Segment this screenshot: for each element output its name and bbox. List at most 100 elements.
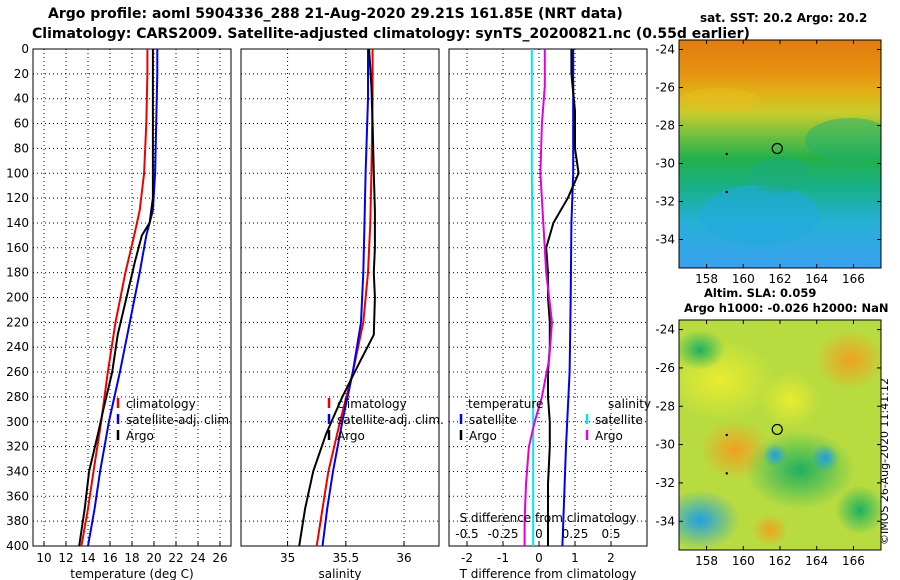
sla-map-xtick-label: 162	[769, 554, 792, 568]
sla-map-ytick-label: -24	[655, 323, 675, 337]
difference-xtick-label: 1	[571, 551, 579, 565]
depth-tick-label: 100	[6, 166, 29, 180]
temperature-xtick-label: 12	[58, 551, 73, 565]
sla-map-ytick-label: -26	[655, 361, 675, 375]
sst-map-island-dot	[725, 190, 728, 194]
temperature-series-climatology	[80, 49, 149, 547]
salinity-legend-label: climatology	[337, 397, 407, 411]
difference-xtick-label: 0	[535, 551, 543, 565]
sla-map-island-dot	[725, 472, 728, 475]
depth-tick-label: 180	[6, 266, 29, 280]
sst-map-xtick-label: 160	[732, 272, 755, 286]
sla-map-ytick-label: -32	[655, 476, 675, 490]
sla-map-xtick-label: 166	[842, 554, 865, 568]
chart-title-line1: Argo profile: aoml 5904336_288 21-Aug-20…	[48, 6, 623, 22]
depth-tick-label: 320	[6, 440, 29, 454]
sla-map-title: Altim. SLA: 0.059	[704, 286, 817, 300]
sla-map-island-dot	[725, 433, 728, 437]
salinity-legend-label: satellite-adj. clim.	[337, 413, 444, 427]
depth-tick-label: 200	[6, 291, 29, 305]
temperature-series-argo	[78, 49, 154, 547]
sla-map-subtitle: Argo h1000: -0.026 h2000: NaN	[684, 301, 889, 315]
temperature-xtick-label: 24	[190, 551, 205, 565]
difference-series-salinity-satellite	[530, 49, 535, 546]
depth-tick-label: 80	[14, 141, 29, 155]
depth-tick-label: 60	[14, 117, 29, 131]
temperature-xtick-label: 22	[168, 551, 183, 565]
depth-tick-label: 380	[6, 514, 29, 528]
sst-map-ytick-label: -26	[655, 81, 675, 95]
difference-series-temperature-satellite	[561, 49, 575, 547]
temperature-series-satellite-adj-clim-	[87, 49, 159, 547]
depth-tick-label: 20	[14, 67, 29, 81]
salinity-xtick-label: 35	[280, 551, 295, 565]
sst-map-xtick-label: 158	[695, 272, 718, 286]
depth-tick-label: 140	[6, 216, 29, 230]
temperature-xlabel: temperature (deg C)	[70, 567, 193, 580]
sst-map-xtick-label: 162	[769, 272, 792, 286]
depth-tick-label: 260	[6, 365, 29, 379]
difference-legend-salinity-label: Argo	[595, 429, 623, 443]
difference-series-salinity-argo	[523, 49, 554, 546]
temperature-xtick-label: 14	[80, 551, 95, 565]
temperature-xtick-label: 18	[124, 551, 139, 565]
sst-map-xtick-label: 164	[805, 272, 828, 286]
difference-legend-temperature-label: satellite	[469, 413, 517, 427]
difference-legend-temperature-label: Argo	[469, 429, 497, 443]
sla-map-ytick-label: -30	[655, 438, 675, 452]
temperature-xtick-label: 16	[102, 551, 117, 565]
difference-s-tick-label: 0	[535, 527, 543, 541]
sla-map-ytick-label: -34	[655, 514, 675, 528]
depth-tick-label: 360	[6, 489, 29, 503]
sst-map-island-dot	[725, 152, 728, 156]
sst-map-ytick-label: -28	[655, 119, 675, 133]
depth-tick-label: 40	[14, 92, 29, 106]
temperature-xtick-label: 20	[146, 551, 161, 565]
depth-tick-label: 340	[6, 464, 29, 478]
sst-map-xtick-label: 166	[842, 272, 865, 286]
chart-title-line2: Climatology: CARS2009. Satellite-adjuste…	[32, 26, 750, 42]
sla-map-xtick-label: 158	[695, 554, 718, 568]
salinity-series-argo	[298, 48, 376, 547]
sst-map-ytick-label: -30	[655, 157, 675, 171]
sst-map-title: sat. SST: 20.2 Argo: 20.2	[700, 11, 868, 25]
sst-map-ytick-label: -32	[655, 195, 675, 209]
sst-map-profile-marker	[771, 142, 783, 155]
difference-s-tick-label: 0.5	[601, 527, 620, 541]
temperature-legend-label: satellite-adj. clim.	[126, 413, 233, 427]
difference-legend-salinity-label: satellite	[595, 413, 643, 427]
sst-map-ytick-label: -34	[655, 233, 675, 247]
depth-tick-label: 220	[6, 315, 29, 329]
sla-map-profile-marker	[771, 423, 783, 436]
depth-tick-label: 160	[6, 241, 29, 255]
salinity-xlabel: salinity	[318, 567, 361, 580]
difference-xtick-label: -2	[461, 551, 473, 565]
difference-legend-title-temperature: temperature	[468, 397, 543, 411]
depth-tick-label: 300	[6, 415, 29, 429]
difference-s-tick-label: 0.25	[562, 527, 589, 541]
salinity-xtick-label: 35.5	[332, 551, 359, 565]
depth-tick-label: 280	[6, 390, 29, 404]
depth-tick-label: 400	[6, 539, 29, 553]
difference-legend-title-salinity: salinity	[608, 397, 651, 411]
depth-tick-label: 0	[21, 42, 29, 56]
depth-tick-label: 120	[6, 191, 29, 205]
sla-map-ytick-label: -28	[655, 399, 675, 413]
difference-s-tick-label: -0.25	[487, 527, 518, 541]
depth-tick-label: 240	[6, 340, 29, 354]
sla-map	[679, 320, 881, 550]
temperature-xtick-label: 10	[36, 551, 51, 565]
difference-s-tick-label: -0.5	[455, 527, 478, 541]
difference-xtick-label: 2	[607, 551, 615, 565]
difference-s-axis-label: S difference from climatology	[460, 511, 637, 525]
sla-map-xtick-label: 160	[732, 554, 755, 568]
sst-map	[679, 40, 881, 268]
temperature-legend-label: Argo	[126, 429, 154, 443]
salinity-legend-label: Argo	[337, 429, 365, 443]
salinity-series-satellite-adj-clim-	[321, 49, 369, 547]
temperature-legend-label: climatology	[126, 397, 196, 411]
salinity-series-climatology	[315, 49, 374, 547]
sst-map-ytick-label: -24	[655, 43, 675, 57]
sla-map-xtick-label: 164	[805, 554, 828, 568]
